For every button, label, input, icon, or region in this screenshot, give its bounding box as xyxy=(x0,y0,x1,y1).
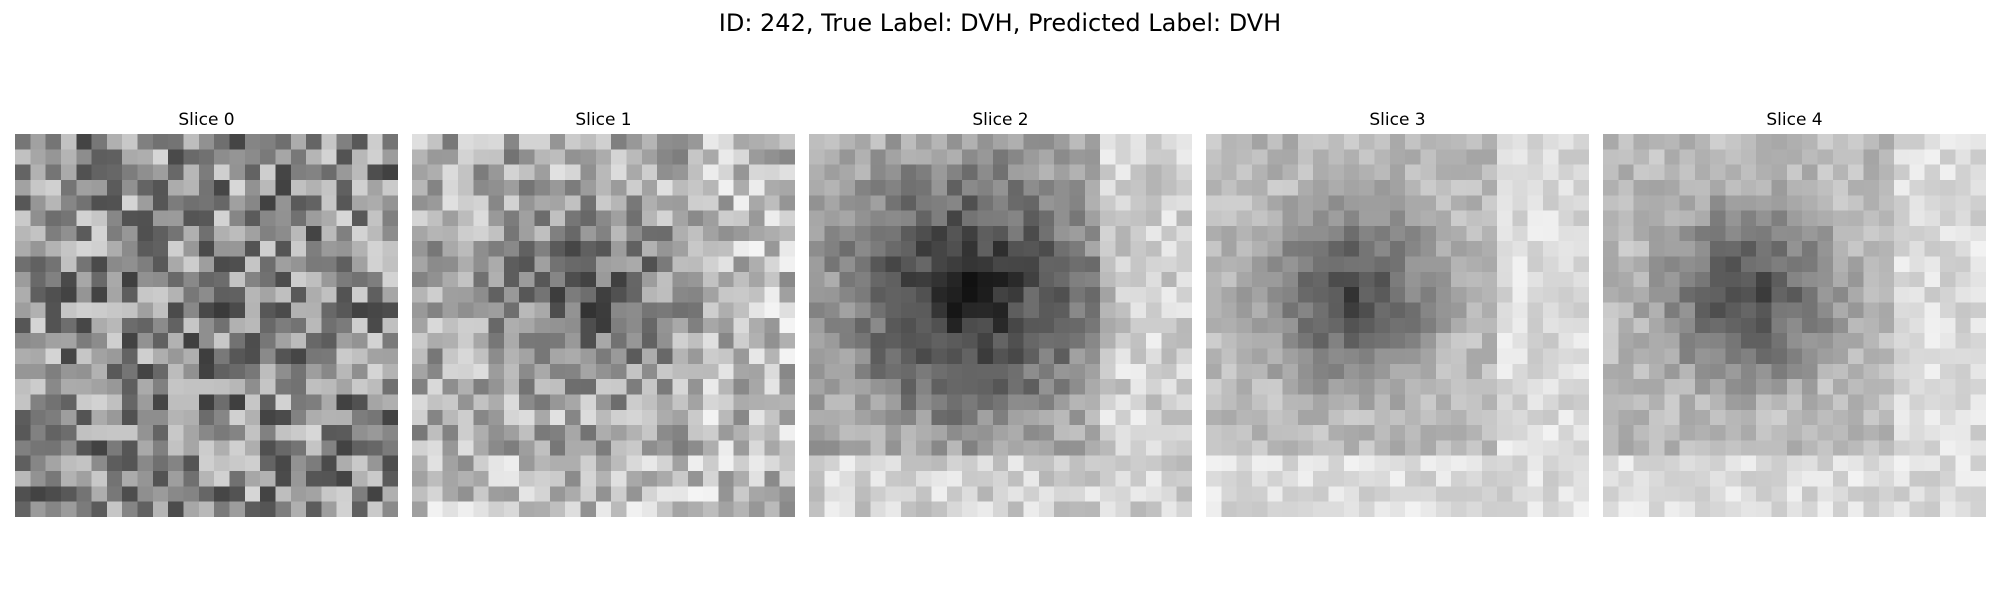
slice-panel-3: Slice 3 xyxy=(1206,108,1589,517)
slice-image xyxy=(1206,134,1589,517)
slice-title: Slice 3 xyxy=(1369,110,1426,130)
slice-panel-4: Slice 4 xyxy=(1603,108,1986,517)
slice-title: Slice 1 xyxy=(575,110,632,130)
slice-panel-2: Slice 2 xyxy=(809,108,1192,517)
slice-title: Slice 2 xyxy=(972,110,1029,130)
slice-image xyxy=(809,134,1192,517)
slice-title: Slice 0 xyxy=(178,110,235,130)
figure-title: ID: 242, True Label: DVH, Predicted Labe… xyxy=(718,9,1282,37)
slice-image xyxy=(412,134,795,517)
slice-title: Slice 4 xyxy=(1766,110,1823,130)
slice-image xyxy=(1603,134,1986,517)
slice-panel-0: Slice 0 xyxy=(15,108,398,517)
slice-panel-1: Slice 1 xyxy=(412,108,795,517)
slice-image xyxy=(15,134,398,517)
